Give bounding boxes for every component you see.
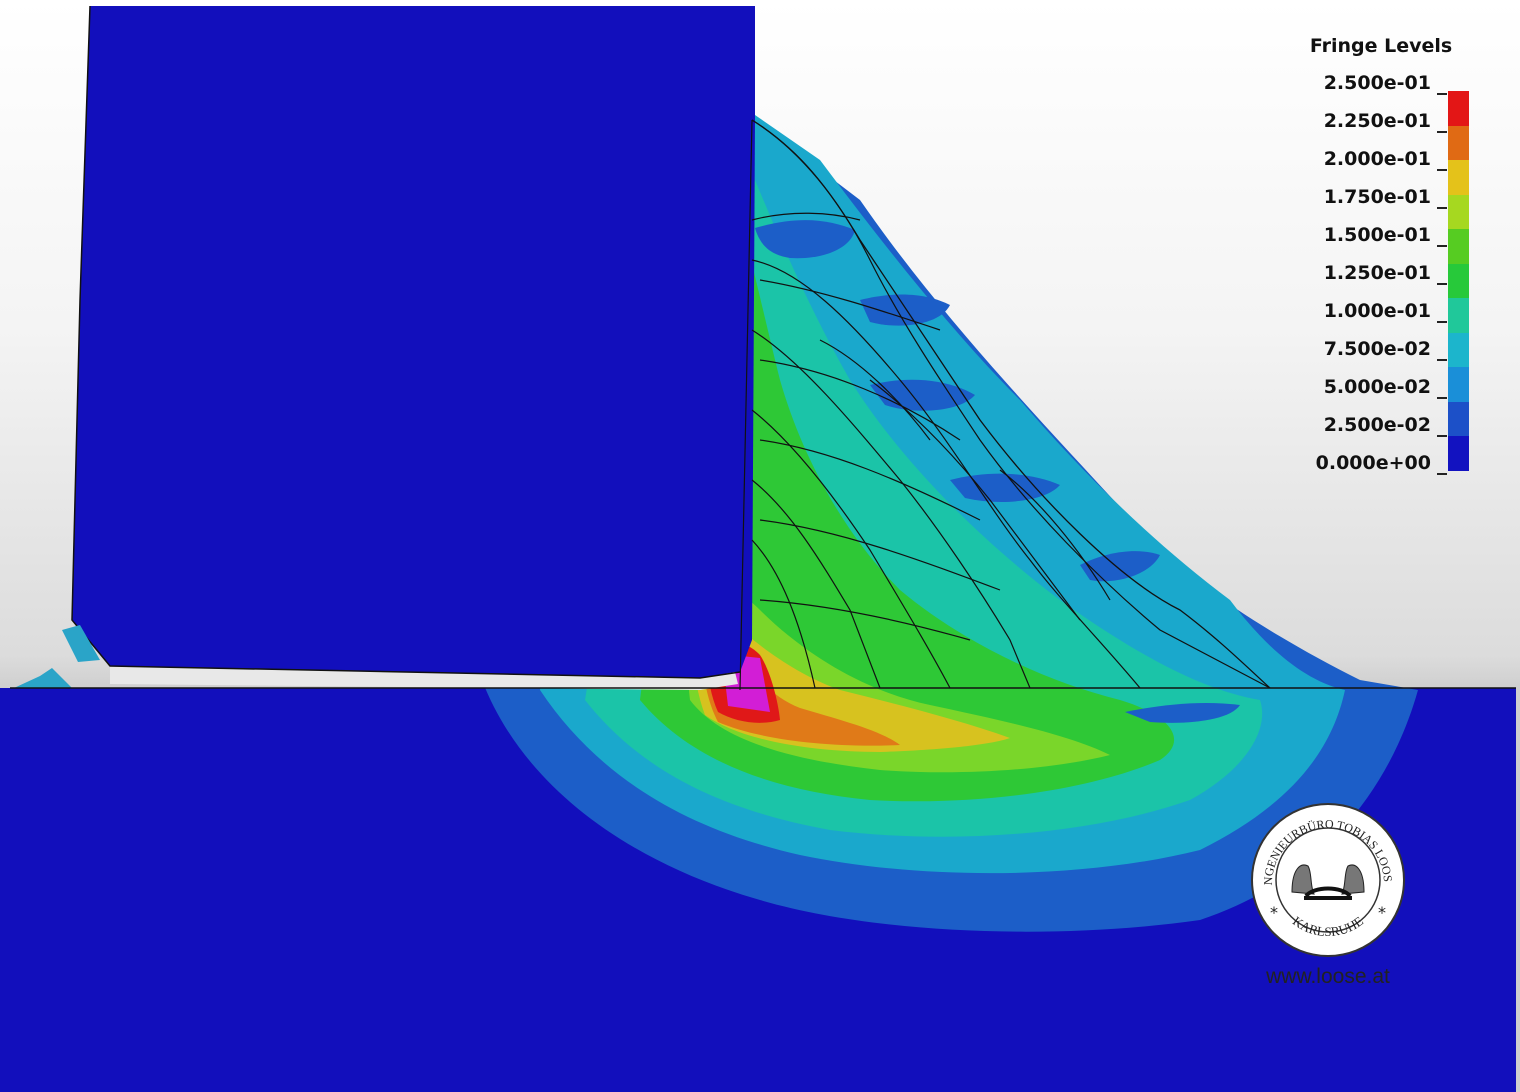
legend-level-label: 5.000e-02 <box>1323 376 1431 398</box>
legend-level-tick <box>1437 435 1447 437</box>
legend-color-segment <box>1448 91 1469 126</box>
legend-color-segment <box>1448 401 1469 437</box>
legend-level-tick <box>1437 131 1447 133</box>
legend-level-label: 1.750e-01 <box>1323 186 1431 208</box>
legend-level-tick <box>1437 169 1447 171</box>
legend-level-label: 1.500e-01 <box>1323 224 1431 246</box>
legend-color-segment <box>1448 160 1469 195</box>
wall-body <box>72 6 755 682</box>
svg-text:*: * <box>1270 903 1278 922</box>
legend-level-tick <box>1437 93 1447 95</box>
wall-gap <box>110 666 738 690</box>
slope-face-outline <box>751 119 1271 689</box>
debris-wall-toe <box>62 625 100 662</box>
wall-outline <box>71 5 741 679</box>
legend-title: Fringe Levels <box>1309 35 1453 57</box>
legend-level-tick <box>1437 207 1447 209</box>
legend-color-segment <box>1448 298 1469 333</box>
legend-level-label: 2.250e-01 <box>1323 110 1431 132</box>
website-url: www.loose.at <box>1266 965 1390 988</box>
legend-level-tick <box>1437 473 1447 475</box>
legend-level-label: 7.500e-02 <box>1323 338 1431 360</box>
patch-b <box>860 294 950 326</box>
legend-color-segment <box>1448 229 1469 264</box>
legend-level-label: 1.250e-01 <box>1323 262 1431 284</box>
legend-color-segment <box>1448 436 1469 472</box>
legend-level-tick <box>1437 283 1447 285</box>
legend-level-tick <box>1437 359 1447 361</box>
legend-level-label: 2.500e-02 <box>1323 414 1431 436</box>
legend-color-segment <box>1448 332 1469 368</box>
legend-color-segment <box>1448 263 1469 299</box>
legend-colorbar <box>1448 91 1469 472</box>
legend-color-segment <box>1448 367 1469 402</box>
legend-level-label: 2.500e-01 <box>1323 72 1431 94</box>
legend-level-tick <box>1437 245 1447 247</box>
legend-level-tick <box>1437 397 1447 399</box>
patch-a <box>755 220 855 259</box>
company-seal-logo: INGENIEURBÜRO TOBIAS LOOSE KARLSRUHE * * <box>1248 800 1405 957</box>
patch-e <box>1080 551 1160 582</box>
legend-level-label: 2.000e-01 <box>1323 148 1431 170</box>
fringe-legend: Fringe Levels 2.500e-01 2.250e-01 2.000e-0… <box>1296 33 1486 483</box>
legend-color-segment <box>1448 125 1469 161</box>
legend-level-label: 1.000e-01 <box>1323 300 1431 322</box>
legend-level-label: 0.000e+00 <box>1315 452 1431 474</box>
patch-d <box>950 473 1060 502</box>
patch-f <box>1125 702 1240 723</box>
svg-text:*: * <box>1378 903 1386 922</box>
legend-level-tick <box>1437 321 1447 323</box>
legend-color-segment <box>1448 194 1469 230</box>
slip-lines <box>739 119 1271 691</box>
debris-left <box>14 668 72 688</box>
